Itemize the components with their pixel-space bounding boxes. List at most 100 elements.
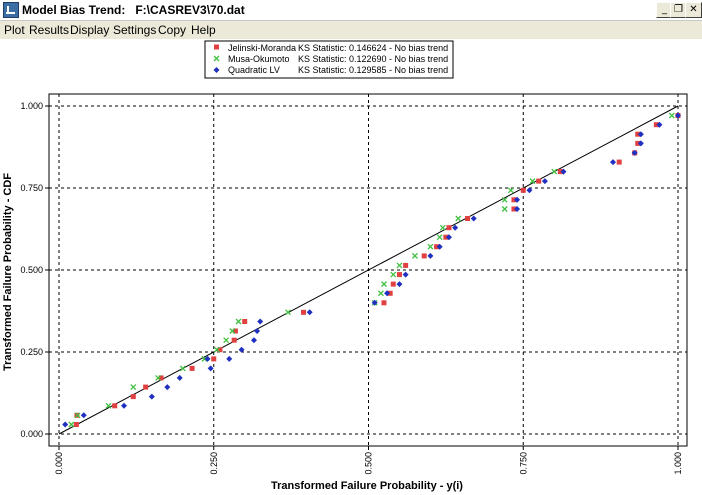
y-axis-title: Transformed Failure Probability - CDF <box>2 173 14 371</box>
legend-stat: KS Statistic: 0.122690 - No bias trend <box>298 54 448 64</box>
data-point-square <box>421 253 427 259</box>
x-tick-label: 0.000 <box>54 452 64 475</box>
data-point-square <box>130 394 136 400</box>
data-point-square <box>536 178 542 184</box>
data-point-square <box>211 356 217 362</box>
title-bar[interactable]: Model Bias Trend: F:\CASREV3\70.dat _ ❐ … <box>0 0 702 21</box>
menu-results[interactable]: Results <box>29 23 70 37</box>
x-tick-label: 1.000 <box>673 452 683 475</box>
data-point-square <box>73 421 79 427</box>
data-point-diamond <box>207 365 214 372</box>
data-point-diamond <box>62 421 69 428</box>
menu-help[interactable]: Help <box>191 23 216 37</box>
data-point-square <box>112 403 118 409</box>
data-point-diamond <box>637 131 644 138</box>
data-point-diamond <box>436 243 443 250</box>
data-point-x <box>377 290 384 297</box>
data-point-diamond <box>176 374 183 381</box>
legend-entry-jelinski: Jelinski-Moranda KS Statistic: 0.146624 … <box>214 43 448 53</box>
legend-entry-musa: Musa-Okumoto KS Statistic: 0.122690 - No… <box>213 54 448 64</box>
data-point-diamond <box>257 318 264 325</box>
data-point-diamond <box>226 355 233 362</box>
menu-bar: Plot Results Display Settings Copy Help <box>0 21 702 39</box>
data-point-diamond <box>164 384 171 391</box>
data-point-diamond <box>560 168 567 175</box>
data-point-diamond <box>120 402 127 409</box>
legend-x-marker <box>213 55 220 62</box>
data-point-diamond <box>371 299 378 306</box>
data-point-diamond <box>384 290 391 297</box>
data-point-square <box>217 347 223 353</box>
data-point-x <box>179 365 186 372</box>
x-tick-label: 0.750 <box>518 452 528 475</box>
data-point-diamond <box>80 412 87 419</box>
window-title: Model Bias Trend: F:\CASREV3\70.dat <box>22 3 245 17</box>
data-point-x <box>396 262 403 269</box>
data-point-diamond <box>637 140 644 147</box>
data-point-diamond <box>514 196 521 203</box>
data-point-x <box>529 178 536 185</box>
data-point-x <box>507 187 514 194</box>
legend-box <box>204 40 454 79</box>
data-point-square <box>390 281 396 287</box>
menu-plot[interactable]: Plot <box>4 23 25 37</box>
data-point-square <box>242 318 248 324</box>
data-point-x <box>411 252 418 259</box>
data-point-diamond <box>250 337 257 344</box>
y-tick-label: 0.500 <box>20 265 43 275</box>
data-point-x <box>436 234 443 241</box>
data-point-square <box>301 309 307 315</box>
legend-stat: KS Statistic: 0.129585 - No bias trend <box>298 65 448 75</box>
data-point-diamond <box>470 215 477 222</box>
data-point-square <box>616 159 622 165</box>
y-tick-label: 0.250 <box>20 347 43 357</box>
data-point-diamond <box>541 178 548 185</box>
menu-display[interactable]: Display <box>70 23 110 37</box>
legend-square-marker <box>214 44 219 50</box>
data-point-x <box>551 168 558 175</box>
data-point-diamond <box>148 393 155 400</box>
y-tick-label: 0.750 <box>20 183 43 193</box>
data-point-square <box>635 140 641 146</box>
data-point-square <box>465 216 471 222</box>
x-axis-title: Transformed Failure Probability - y(i) <box>271 480 463 492</box>
data-point-diamond <box>254 328 261 335</box>
data-point-x <box>213 346 220 353</box>
data-point-square <box>443 234 449 240</box>
x-axis-ticks: 0.000 0.250 0.500 0.750 1.000 <box>54 446 683 475</box>
data-point-diamond <box>610 159 617 166</box>
data-point-square <box>403 262 409 268</box>
y-tick-label: 1.000 <box>20 101 43 111</box>
data-point-x <box>223 337 230 344</box>
data-point-x <box>390 271 397 278</box>
data-point-square <box>511 197 517 203</box>
data-point-x <box>427 243 434 250</box>
data-point-square <box>520 187 526 193</box>
legend-entry-quadratic: Quadratic LV KS Statistic: 0.129585 - No… <box>213 65 448 75</box>
data-point-x <box>501 206 508 212</box>
data-point-x <box>439 224 446 231</box>
data-point-x <box>105 402 112 409</box>
x-tick-label: 0.250 <box>209 452 219 475</box>
data-point-x <box>668 112 675 119</box>
data-point-x <box>381 281 387 288</box>
data-point-x <box>229 328 236 334</box>
data-point-square <box>231 337 237 343</box>
data-point-square <box>635 131 641 137</box>
data-point-square <box>434 244 440 250</box>
legend-stat: KS Statistic: 0.146624 - No bias trend <box>298 43 448 53</box>
data-points <box>62 112 681 428</box>
data-point-x <box>235 318 242 325</box>
x-tick-label: 0.500 <box>364 452 374 475</box>
data-point-x <box>155 374 161 381</box>
data-point-diamond <box>306 309 313 316</box>
data-point-diamond <box>396 281 403 288</box>
menu-copy[interactable]: Copy <box>158 23 187 37</box>
data-point-square <box>557 169 563 175</box>
data-point-diamond <box>402 271 409 278</box>
data-point-diamond <box>204 355 211 362</box>
chart-area <box>0 39 702 495</box>
menu-settings[interactable]: Settings <box>113 23 157 37</box>
